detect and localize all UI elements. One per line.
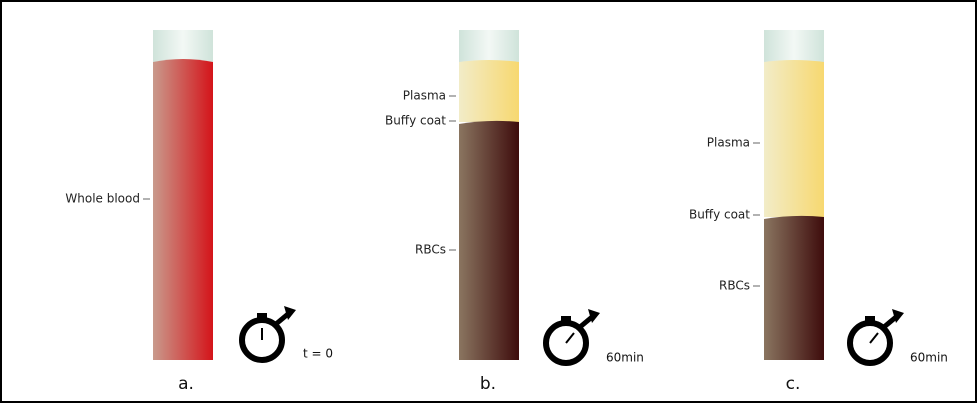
caption: b. <box>480 374 496 394</box>
layer-label: Plasma <box>403 89 446 103</box>
layer-label: RBCs <box>719 279 750 293</box>
timer-text: 60min <box>606 351 644 365</box>
tube <box>459 30 519 360</box>
layer-label: Plasma <box>707 136 750 150</box>
layer-label: RBCs <box>415 243 446 257</box>
diagram: Whole blood t = 0 a. Plasma Buffy coat R… <box>0 0 977 403</box>
layer-label: Buffy coat <box>385 114 446 128</box>
caption: a. <box>178 374 194 394</box>
timer-text: t = 0 <box>303 347 333 361</box>
tube <box>764 30 824 360</box>
tube <box>153 30 213 360</box>
timer-text: 60min <box>910 351 948 365</box>
layer-label: Whole blood <box>65 192 140 206</box>
caption: c. <box>786 374 801 394</box>
layer-label: Buffy coat <box>689 208 750 222</box>
